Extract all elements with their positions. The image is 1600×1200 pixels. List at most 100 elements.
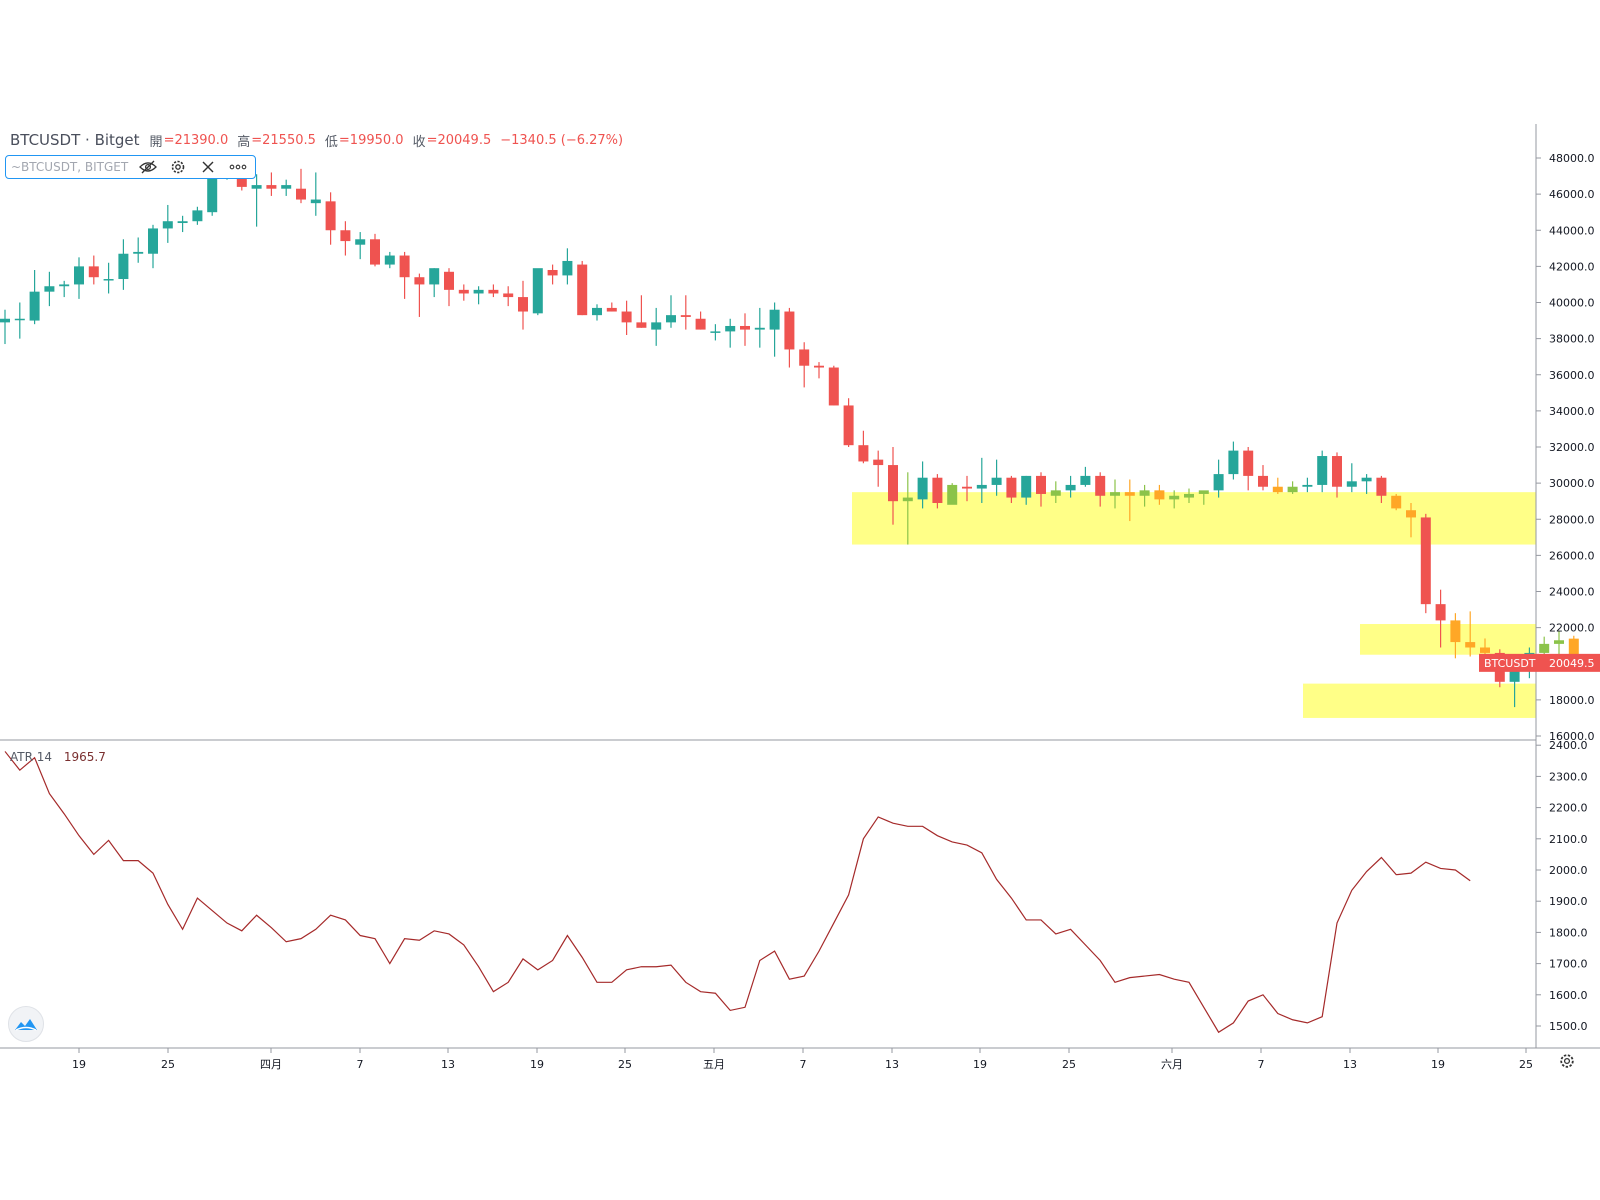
atr-name: ATR 14 [10, 750, 53, 764]
candle [518, 297, 528, 312]
settings-gear-icon[interactable] [1556, 1050, 1578, 1072]
time-tick-label: 25 [161, 1058, 175, 1071]
candle [1450, 620, 1461, 643]
candle [251, 185, 262, 189]
time-tick-label: 四月 [260, 1058, 282, 1071]
candle [118, 253, 129, 280]
candlestick-series [0, 156, 1579, 708]
overlay-name: ~BTCUSDT, BITGET [11, 160, 129, 174]
candle [429, 268, 440, 285]
last-price-value: 20049.5 [1549, 657, 1595, 670]
candle [799, 349, 810, 366]
candle [680, 315, 691, 317]
candle [1184, 493, 1194, 498]
candle [1228, 450, 1239, 475]
candle [88, 266, 99, 278]
atr-tick-label: 1600.0 [1549, 989, 1588, 1002]
candle [310, 199, 321, 204]
price-tick-label: 38000.0 [1549, 333, 1595, 346]
candle [902, 497, 913, 502]
candle [1006, 477, 1017, 498]
change-value: −1340.5 (−6.27%) [500, 132, 624, 148]
candle [740, 325, 750, 330]
candle [0, 318, 10, 323]
candle [769, 309, 780, 330]
candle [947, 484, 958, 505]
time-tick-label: 7 [800, 1058, 807, 1071]
overlay-toolbar[interactable]: ~BTCUSDT, BITGET [5, 155, 256, 179]
time-tick-label: 13 [441, 1058, 455, 1071]
axes: 16000.018000.020000.022000.024000.026000… [0, 124, 1600, 1071]
candle [1465, 642, 1476, 648]
gear-icon[interactable] [163, 156, 193, 178]
price-tick-label: 32000.0 [1549, 441, 1595, 454]
price-tick-label: 44000.0 [1549, 224, 1595, 237]
candle [1435, 604, 1446, 621]
last-price-label-bg [1479, 653, 1600, 672]
candle [103, 279, 114, 281]
time-tick-label: 19 [72, 1058, 86, 1071]
last-price-symbol: BTCUSDT [1484, 657, 1536, 670]
candle [266, 185, 277, 189]
highlight-zone [1360, 624, 1536, 655]
candle [444, 271, 454, 290]
symbol-name: BTCUSDT · Bitget [10, 131, 140, 149]
candle [207, 174, 218, 213]
candle [814, 365, 824, 368]
price-tick-label: 26000.0 [1549, 549, 1595, 562]
price-tick-label: 48000.0 [1549, 152, 1595, 165]
open-label: 開 [149, 134, 163, 150]
candle [1568, 638, 1579, 663]
high-value: =21550.5 [251, 132, 316, 148]
candle [1376, 477, 1387, 496]
candle [458, 289, 469, 294]
candle [606, 307, 617, 312]
candle [1124, 492, 1135, 496]
candle [414, 277, 425, 285]
candle [148, 228, 158, 254]
time-tick-label: 13 [885, 1058, 899, 1071]
candle [1036, 475, 1046, 494]
candle [843, 405, 854, 446]
time-tick-label: 7 [357, 1058, 364, 1071]
candle [1391, 495, 1402, 509]
candle [858, 445, 869, 462]
close-icon[interactable] [193, 156, 223, 178]
price-tick-label: 46000.0 [1549, 188, 1595, 201]
candle [917, 477, 928, 500]
eye-off-icon[interactable] [133, 156, 163, 178]
candle [532, 268, 543, 314]
time-tick-label: 19 [1431, 1058, 1445, 1071]
atr-tick-label: 1900.0 [1549, 895, 1588, 908]
high-label: 高 [237, 134, 251, 150]
candle [1021, 475, 1032, 498]
atr-tick-label: 2400.0 [1549, 739, 1588, 752]
candle [592, 307, 602, 316]
time-tick-label: 19 [973, 1058, 987, 1071]
candle [710, 331, 721, 333]
atr-tick-label: 2100.0 [1549, 833, 1588, 846]
candle [547, 269, 558, 276]
atr-tick-label: 2000.0 [1549, 864, 1588, 877]
atr-tick-label: 1700.0 [1549, 958, 1588, 971]
candle [236, 174, 247, 187]
candle [1317, 456, 1328, 485]
close-label: 收 [412, 134, 426, 150]
low-label: 低 [324, 134, 338, 150]
price-tick-label: 30000.0 [1549, 477, 1595, 490]
candle [1080, 475, 1091, 485]
candle [1287, 486, 1298, 493]
candle [177, 221, 188, 224]
tradingview-logo-icon[interactable] [8, 1006, 44, 1042]
candle [932, 477, 943, 503]
price-tick-label: 42000.0 [1549, 260, 1595, 273]
candle [1258, 475, 1268, 487]
candle [754, 327, 765, 330]
candle [621, 311, 632, 323]
support-zones [852, 492, 1536, 718]
time-tick-label: 五月 [703, 1058, 725, 1071]
price-tick-label: 28000.0 [1549, 513, 1595, 526]
atr-tick-label: 2200.0 [1549, 802, 1588, 815]
more-icon[interactable] [223, 156, 253, 178]
